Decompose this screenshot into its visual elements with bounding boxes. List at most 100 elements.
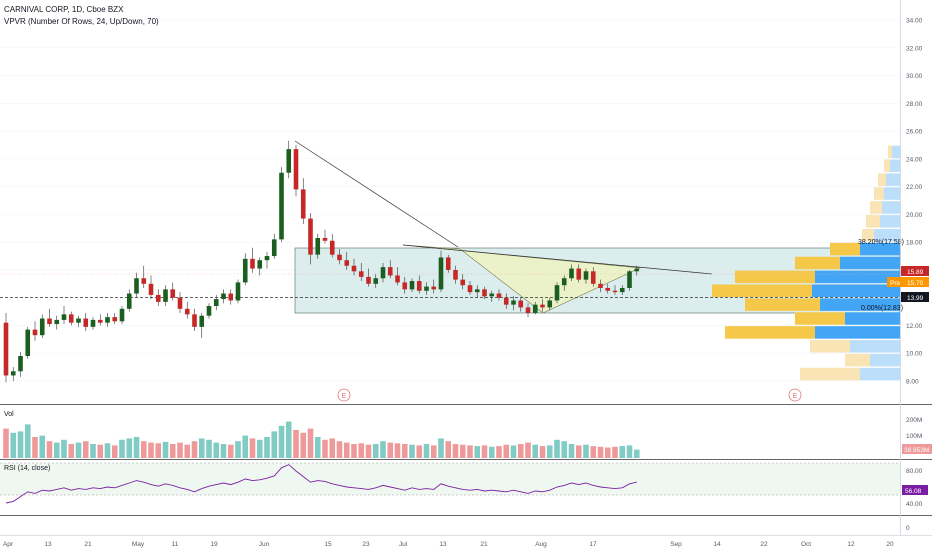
- earnings-marker[interactable]: E: [337, 388, 351, 402]
- volume-bar: [24, 424, 31, 458]
- volume-bar: [119, 439, 125, 458]
- candle-body: [547, 300, 553, 308]
- vp-row-up: [870, 353, 900, 367]
- vp-row-down: [725, 326, 815, 339]
- volume-bar: [256, 439, 263, 458]
- candle-body: [627, 271, 632, 288]
- candle-body: [286, 149, 292, 173]
- price-tick-label: 20.00: [906, 212, 923, 219]
- last-price-badge: [901, 266, 929, 276]
- candle-body: [177, 297, 183, 309]
- volume-bar: [300, 432, 307, 458]
- vp-row-down: [888, 145, 892, 159]
- volume-bar: [575, 445, 582, 458]
- price-tick-label: 12.00: [906, 323, 923, 330]
- candle-body: [32, 329, 38, 336]
- volume-bar: [336, 441, 343, 458]
- candle-body: [221, 293, 226, 300]
- candle-body: [358, 271, 364, 277]
- volume-bar: [3, 428, 9, 458]
- candle-body: [460, 279, 466, 286]
- candle-body: [184, 308, 190, 315]
- volume-bar: [68, 444, 75, 458]
- price-tick-label: 26.00: [906, 129, 923, 136]
- candle-body: [199, 315, 205, 327]
- candle-body: [511, 300, 516, 305]
- volume-bar: [452, 444, 459, 458]
- pre-market-tag: Pre: [890, 280, 901, 287]
- volume-bar: [133, 437, 140, 458]
- time-tick-label: 23: [362, 541, 370, 548]
- volume-bar: [148, 442, 154, 458]
- price-axis[interactable]: 34.00 32.00 30.00 28.00 26.00 24.00 22.00 20.00…: [906, 18, 923, 386]
- volume-bar: [517, 444, 524, 458]
- rsi-tick: 80.00: [906, 468, 923, 475]
- volume-bar: [227, 444, 234, 458]
- vp-row-up: [882, 201, 900, 214]
- candle-body: [228, 293, 234, 301]
- volume-bar: [525, 442, 531, 458]
- rsi-tick: 40.00: [906, 501, 923, 508]
- time-tick-label: 15: [324, 541, 332, 548]
- time-tick-label: 13: [439, 541, 447, 548]
- candle-body: [380, 267, 386, 279]
- candle-body: [105, 317, 110, 323]
- volume-bar: [10, 432, 17, 458]
- candle-body: [206, 306, 212, 316]
- candle-body: [170, 289, 176, 298]
- earnings-marker[interactable]: E: [788, 388, 802, 402]
- volume-bar: [351, 444, 357, 458]
- volume-bar: [155, 443, 162, 458]
- volume-bar: [184, 444, 191, 458]
- vp-row-up: [880, 215, 900, 228]
- volume-bar: [372, 444, 379, 458]
- fib-upper-label: 38.20%(17.58): [858, 239, 904, 246]
- candle-body: [126, 293, 132, 309]
- vp-row-down: [870, 201, 882, 214]
- vp-row-up: [820, 298, 900, 311]
- candle-body: [554, 285, 560, 301]
- rsi-tick: 0: [906, 525, 910, 532]
- level-value: 13.99: [907, 295, 924, 302]
- vp-row-up: [886, 173, 900, 186]
- volume-bar: [459, 444, 466, 458]
- vp-row-down: [735, 270, 815, 284]
- candle-body: [416, 281, 422, 291]
- candle-body: [148, 283, 154, 295]
- volume-bar: [220, 444, 227, 458]
- candle-body: [250, 258, 255, 269]
- vp-row-up: [884, 187, 900, 200]
- vp-row-down: [800, 367, 860, 381]
- volume-bar: [583, 444, 589, 458]
- candle-body: [583, 271, 589, 280]
- indicator-label: VPVR (Number Of Rows, 24, Up/Down, 70): [4, 17, 159, 26]
- price-tick-label: 30.00: [906, 73, 923, 80]
- candle-body: [68, 314, 74, 323]
- vp-row-down: [745, 298, 820, 311]
- volume-bar: [597, 446, 604, 458]
- price-tick-label: 34.00: [906, 18, 923, 25]
- time-tick-label: 11: [172, 541, 179, 548]
- candle-body: [598, 283, 603, 288]
- candle-body: [344, 260, 350, 266]
- volume-bar: [307, 428, 314, 458]
- volume-bar: [75, 442, 82, 458]
- volume-bar: [423, 444, 430, 458]
- candle-body: [438, 257, 444, 290]
- level-badge: [901, 292, 929, 302]
- time-axis[interactable]: Apr 13 21 May 11 19 Jun 15 23 Jul 13 21 Aug 17 Sep 14 22…: [3, 541, 894, 548]
- chart-title: CARNIVAL CORP, 1D, Cboe BZX: [4, 5, 124, 14]
- volume-bar: [53, 442, 60, 458]
- time-tick-label: Sep: [670, 541, 682, 548]
- candle-body: [39, 318, 45, 336]
- candle-body: [235, 282, 241, 301]
- volume-last-value: 38.953M: [904, 447, 929, 454]
- time-tick-label: 13: [44, 541, 52, 548]
- volume-last-badge: [902, 444, 932, 454]
- volume-bar: [409, 444, 415, 458]
- vp-row-down: [866, 215, 880, 228]
- volume-bar: [546, 445, 553, 458]
- candle-body: [605, 287, 611, 291]
- volume-bar: [104, 443, 111, 458]
- vp-row-up: [815, 326, 900, 339]
